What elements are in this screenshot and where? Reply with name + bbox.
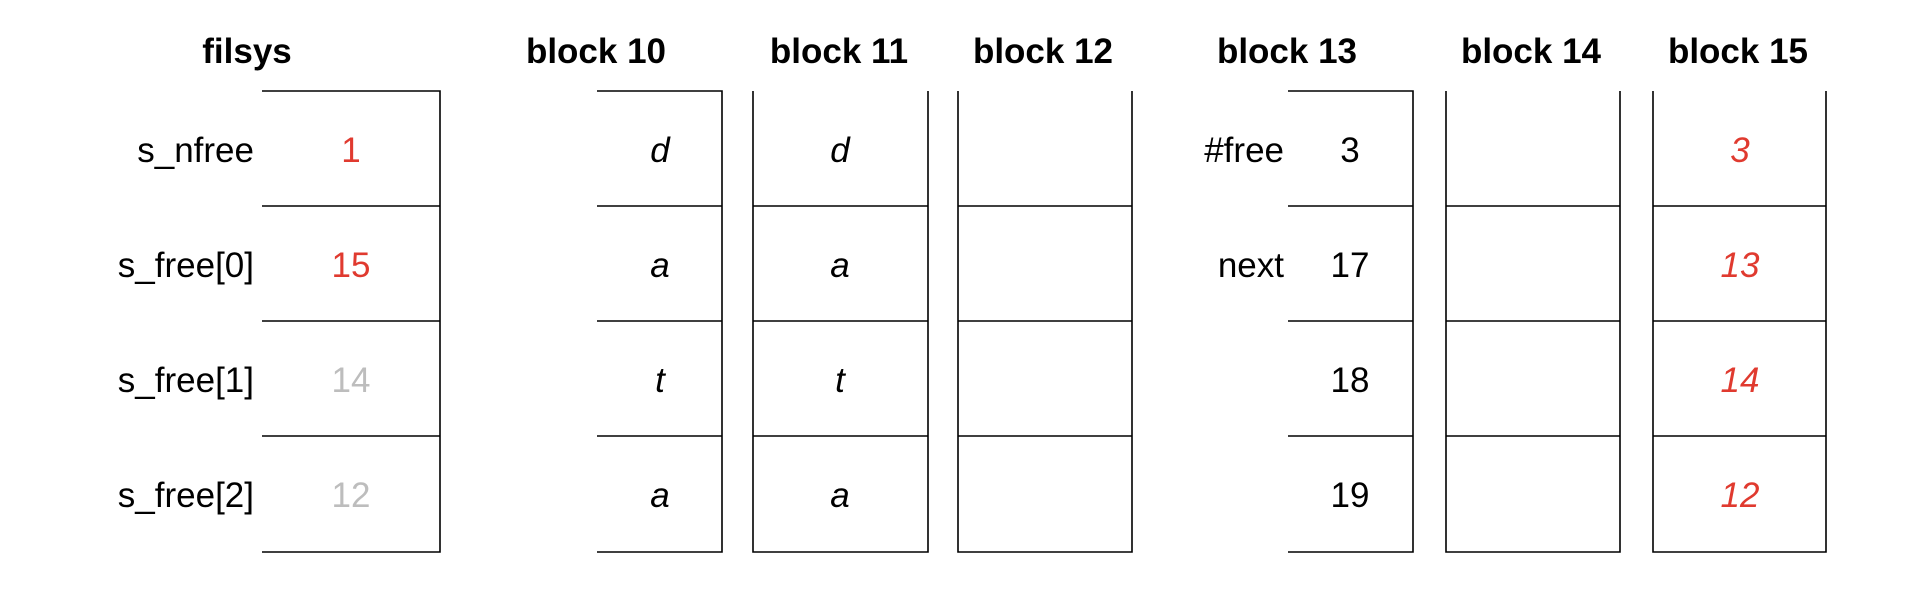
block-cell-value: t bbox=[835, 361, 846, 400]
block-cell-value: a bbox=[650, 476, 669, 515]
block-cell-value: t bbox=[655, 361, 666, 400]
filsys-row-label: s_free[1] bbox=[118, 361, 254, 400]
block-title: block 13 bbox=[1217, 32, 1357, 71]
filsys-structure: filsys s_nfree s_free[0] s_free[1] s_fre… bbox=[118, 32, 441, 553]
block-cell-value: 12 bbox=[1721, 476, 1760, 515]
block-cell-value: 13 bbox=[1721, 246, 1760, 285]
filsys-row-label: s_nfree bbox=[137, 131, 254, 170]
block-10: block 10 d a t a bbox=[526, 32, 723, 553]
filsys-row-label: s_free[0] bbox=[118, 246, 254, 285]
block-cell-value: d bbox=[650, 131, 671, 170]
block-11-outline bbox=[752, 91, 929, 553]
block-cell-value: 14 bbox=[1721, 361, 1760, 400]
filsys-row-label: s_free[2] bbox=[118, 476, 254, 515]
block-10-outline bbox=[597, 90, 723, 553]
block-cell-value: 3 bbox=[1340, 131, 1359, 170]
block-title: block 10 bbox=[526, 32, 666, 71]
block-title: block 11 bbox=[770, 32, 908, 71]
block-12-outline bbox=[957, 91, 1133, 553]
block-11: block 11 d a t a bbox=[752, 32, 929, 553]
block-cell-value: 19 bbox=[1331, 476, 1370, 515]
block-15: block 15 3 13 14 12 bbox=[1652, 32, 1827, 553]
block-13-field-label: #free bbox=[1204, 131, 1284, 170]
block-13: block 13 #free next 3 17 18 19 bbox=[1204, 32, 1414, 553]
filsys-table-outline bbox=[262, 90, 441, 553]
block-cell-value: 17 bbox=[1331, 246, 1370, 285]
filsys-title: filsys bbox=[202, 32, 292, 71]
block-14: block 14 bbox=[1445, 32, 1621, 553]
block-15-outline bbox=[1652, 91, 1827, 553]
block-title: block 15 bbox=[1668, 32, 1808, 71]
block-12: block 12 bbox=[957, 32, 1133, 553]
block-title: block 12 bbox=[973, 32, 1113, 71]
filsys-value: 1 bbox=[341, 131, 360, 170]
block-13-field-label: next bbox=[1218, 246, 1284, 285]
block-13-outline bbox=[1288, 90, 1414, 553]
block-cell-value: 3 bbox=[1730, 131, 1750, 170]
filsys-value: 12 bbox=[332, 476, 371, 515]
filsys-value: 15 bbox=[332, 246, 371, 285]
block-14-outline bbox=[1445, 91, 1621, 553]
block-title: block 14 bbox=[1461, 32, 1602, 71]
block-cell-value: d bbox=[830, 131, 851, 170]
block-cell-value: a bbox=[830, 246, 849, 285]
block-cell-value: a bbox=[830, 476, 849, 515]
block-cell-value: 18 bbox=[1331, 361, 1370, 400]
block-cell-value: a bbox=[650, 246, 669, 285]
filsys-value: 14 bbox=[332, 361, 371, 400]
